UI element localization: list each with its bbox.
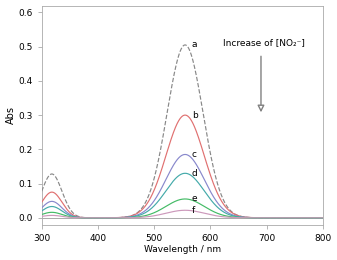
Text: b: b bbox=[192, 110, 197, 120]
Text: c: c bbox=[192, 150, 197, 159]
Text: f: f bbox=[192, 206, 195, 215]
Text: e: e bbox=[192, 194, 197, 204]
Text: a: a bbox=[192, 40, 197, 49]
Y-axis label: Abs: Abs bbox=[5, 106, 16, 124]
Text: Increase of [NO₂⁻]: Increase of [NO₂⁻] bbox=[223, 38, 305, 47]
Text: d: d bbox=[192, 169, 197, 178]
X-axis label: Wavelength / nm: Wavelength / nm bbox=[144, 245, 221, 255]
